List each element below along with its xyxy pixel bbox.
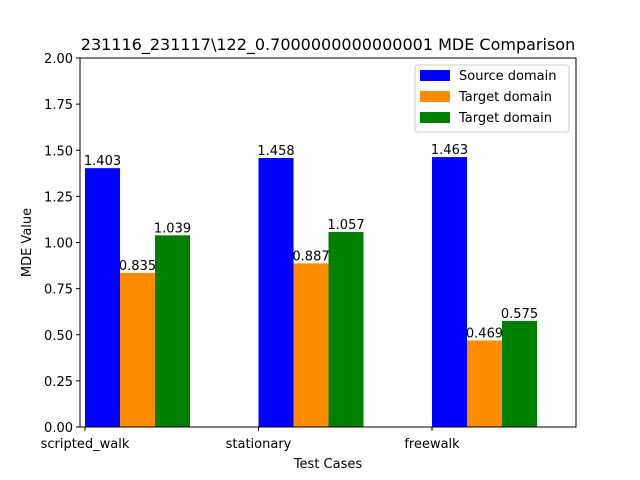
bar <box>155 235 190 427</box>
x-tick-label: stationary <box>226 437 292 452</box>
x-tick-label: freewalk <box>404 437 460 452</box>
bar-value-label: 1.463 <box>431 143 468 158</box>
bar <box>467 340 502 427</box>
y-tick-label: 0.25 <box>44 375 73 390</box>
bar <box>432 157 467 427</box>
bar-value-label: 0.835 <box>119 259 156 274</box>
bar <box>120 272 155 427</box>
x-tick-label: scripted_walk <box>41 437 130 452</box>
y-axis: 0.00 0.25 0.50 0.75 1.00 1.25 1.50 1.75 2.00 <box>44 52 80 436</box>
legend-swatch <box>420 112 450 123</box>
y-tick-label: 1.50 <box>44 144 73 159</box>
legend-label: Target domain <box>458 111 552 126</box>
legend-swatch <box>420 70 450 81</box>
bar <box>258 157 294 427</box>
x-axis: scripted_walk stationary freewalk <box>41 427 460 452</box>
bar <box>502 320 537 427</box>
legend-label: Source domain <box>459 69 556 84</box>
bar-value-label: 1.458 <box>257 144 294 159</box>
chart-title: 231116_231117\122_0.7000000000000001 MDE… <box>81 35 575 55</box>
bar-value-label: 0.575 <box>501 307 538 322</box>
bar-value-label: 1.057 <box>327 218 364 233</box>
legend-swatch <box>420 91 450 102</box>
bar-value-label: 0.887 <box>292 249 329 264</box>
legend-box <box>414 64 570 133</box>
y-tick-label: 0.75 <box>44 283 73 298</box>
bar-labels-group: 1.403 0.835 1.039 1.458 0.887 1.057 1.463 0.469… <box>84 143 538 341</box>
y-axis-label: MDE Value <box>20 208 35 277</box>
bar <box>328 231 364 427</box>
legend-label: Target domain <box>458 90 552 105</box>
x-axis-label: Test Cases <box>293 457 363 472</box>
bar-value-label: 0.469 <box>466 326 503 341</box>
bar <box>293 263 329 427</box>
y-tick-label: 2.00 <box>44 52 73 67</box>
legend: Source domain Target domain Target domain <box>414 64 570 133</box>
y-tick-label: 0.50 <box>44 329 73 344</box>
y-tick-label: 0.00 <box>44 421 73 436</box>
bars-group <box>85 157 537 428</box>
bar <box>85 168 120 428</box>
y-tick-label: 1.75 <box>44 98 73 113</box>
bar-value-label: 1.403 <box>84 154 121 169</box>
bar-value-label: 1.039 <box>154 221 191 236</box>
y-tick-label: 1.25 <box>44 190 73 205</box>
y-tick-label: 1.00 <box>44 237 73 252</box>
